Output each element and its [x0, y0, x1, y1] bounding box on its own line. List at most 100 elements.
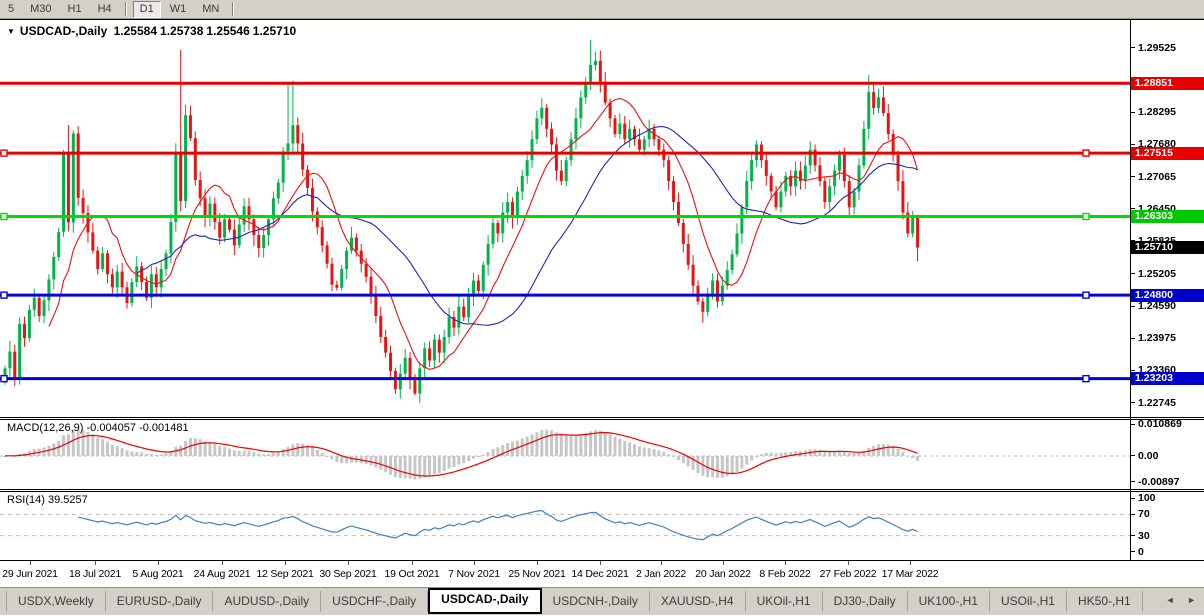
timeframe-button-d1[interactable]: D1	[132, 0, 161, 18]
rsi-value: 39.5257	[47, 494, 88, 506]
scale-tick: 0.010869	[1131, 418, 1204, 430]
macd-pane-top-border[interactable]	[0, 419, 1204, 420]
symbol-dropdown-icon[interactable]: ▼	[7, 27, 15, 36]
toolbar-separator	[124, 2, 127, 16]
line-drag-handle[interactable]	[1082, 212, 1090, 221]
macd-scale[interactable]: 0.010869 0.00 -0.00897	[1131, 418, 1204, 489]
symbol-tab-usdx-weekly[interactable]: USDX,Weekly	[6, 591, 106, 612]
symbol-tab-xauusd-h4[interactable]: XAUUSD-,H4	[650, 591, 746, 612]
symbol-tab-hk50-h1[interactable]: HK50-,H1	[1067, 591, 1143, 612]
date-label: 19 Oct 2021	[384, 568, 440, 580]
timeframe-button-m30[interactable]: M30	[30, 2, 52, 15]
time-tick	[910, 561, 911, 565]
time-scale[interactable]: 29 Jun 2021 18 Jul 2021 5 Aug 2021 24 Aug 2…	[0, 561, 1204, 587]
rsi-indicator-label: RSI(14) 39.5257	[7, 494, 88, 506]
rsi-scale[interactable]: 100 70 30 0	[1131, 492, 1204, 560]
rsi-pane-top-border[interactable]	[0, 491, 1204, 492]
line-drag-handle[interactable]	[0, 149, 8, 157]
date-label: 30 Sep 2021	[319, 568, 377, 580]
ohlc-open: 1.25584	[113, 24, 158, 38]
price-scale-border	[1130, 19, 1131, 560]
scale-tick: -0.00897	[1131, 476, 1204, 488]
tabs-scroll-left-icon[interactable]: ◄	[1165, 595, 1175, 605]
symbol-tab-usdcnh-daily[interactable]: USDCNH-,Daily	[542, 591, 650, 612]
line-drag-handle[interactable]	[0, 291, 8, 299]
date-label: 12 Sep 2021	[256, 568, 314, 580]
timeframe-button-h1[interactable]: H1	[67, 2, 82, 15]
timeframe-button-h4[interactable]: H4	[97, 2, 112, 15]
time-tick	[95, 561, 96, 565]
symbol-tab-dj30-daily[interactable]: DJ30-,Daily	[823, 591, 908, 612]
line-drag-handle[interactable]	[0, 374, 8, 383]
chart-symbol-period: USDCAD-,Daily	[19, 24, 108, 38]
symbol-tab-uk100-h1[interactable]: UK100-,H1	[908, 591, 990, 612]
price-badge-1.26303: 1.26303	[1131, 210, 1204, 223]
rsi-pane[interactable]	[0, 492, 1130, 560]
macd-signal-value: -0.001481	[139, 422, 189, 434]
macd-pane[interactable]	[0, 420, 1130, 489]
horizontal-line-1.27515[interactable]	[0, 149, 1130, 157]
rsi-line	[78, 509, 918, 541]
date-label: 18 Jul 2021	[68, 568, 122, 580]
line-drag-handle[interactable]	[1082, 374, 1090, 383]
scale-tick: 0.00	[1131, 450, 1204, 462]
rsi-pane-bottom-border	[0, 560, 1204, 561]
symbol-tab-eurusd-daily[interactable]: EURUSD-,Daily	[106, 591, 214, 612]
timeframe-button-w1[interactable]: W1	[169, 2, 187, 15]
date-label: 27 Feb 2022	[819, 568, 877, 580]
scale-tick: 1.24590	[1131, 300, 1204, 312]
date-label: 24 Aug 2021	[193, 568, 251, 580]
horizontal-line-1.24800[interactable]	[0, 291, 1130, 299]
price-chart-pane[interactable]	[0, 20, 1130, 417]
scale-tick: 70	[1131, 508, 1204, 520]
price-scale[interactable]: 1.295251.282951.276801.270651.264501.258…	[1131, 20, 1204, 417]
scale-tick: 1.27065	[1131, 171, 1204, 183]
ohlc-close: 1.25710	[252, 24, 297, 38]
timeframe-button-mn[interactable]: MN	[202, 2, 220, 15]
ohlc-high: 1.25738	[160, 24, 204, 38]
scale-tick: 1.25205	[1131, 268, 1204, 280]
macd-main-value: -0.004057	[86, 422, 137, 434]
line-drag-handle[interactable]	[1082, 149, 1090, 157]
symbol-tab-usdcad-daily[interactable]: USDCAD-,Daily	[428, 588, 542, 614]
date-label: 7 Nov 2021	[448, 568, 500, 580]
symbol-tab-ukoil-h1[interactable]: UKOil-,H1	[746, 591, 823, 612]
date-label: 5 Aug 2021	[132, 568, 184, 580]
symbol-tab-bar: USDX,Weekly EURUSD-,Daily AUDUSD-,Daily USD…	[0, 587, 1204, 615]
timeframe-button-5[interactable]: 5	[8, 2, 15, 15]
time-tick	[537, 561, 538, 565]
tabs-scroll-right-icon[interactable]: ►	[1187, 595, 1196, 605]
symbol-tab-audusd-daily[interactable]: AUDUSD-,Daily	[213, 591, 322, 612]
ma-fast-line	[48, 97, 919, 370]
price-badge-1.23203: 1.23203	[1131, 372, 1204, 386]
date-label: 2 Jan 2022	[636, 568, 686, 580]
line-drag-handle[interactable]	[1082, 291, 1090, 299]
horizontal-line-1.23203[interactable]	[0, 374, 1130, 383]
time-tick	[285, 561, 286, 565]
price-pane-bottom-border	[0, 417, 1204, 418]
current-price-badge: 1.25710	[1131, 241, 1204, 255]
macd-indicator-label: MACD(12,26,9) -0.004057 -0.001481	[7, 422, 189, 434]
symbol-tab-usdchf-daily[interactable]: USDCHF-,Daily	[321, 591, 429, 612]
macd-signal-line	[4, 431, 918, 477]
scale-tick: 1.29525	[1131, 42, 1204, 54]
price-badge-1.27515: 1.27515	[1131, 146, 1204, 160]
time-tick	[661, 561, 662, 565]
date-label: 14 Dec 2021	[571, 568, 629, 580]
horizontal-line-1.26303[interactable]	[0, 212, 1130, 221]
time-tick	[785, 561, 786, 565]
scale-tick: 1.23975	[1131, 332, 1204, 344]
line-drag-handle[interactable]	[0, 212, 8, 221]
time-tick	[30, 561, 31, 565]
symbol-tab-usoil-h1[interactable]: USOil-,H1	[990, 591, 1067, 612]
chart-title: ▼ USDCAD-,Daily 1.25584 1.25738 1.25546 1.25…	[7, 24, 299, 38]
time-tick	[848, 561, 849, 565]
time-tick	[600, 561, 601, 565]
macd-histogram	[3, 429, 920, 480]
ohlc-low: 1.25546	[206, 24, 250, 38]
date-label: 8 Feb 2022	[759, 568, 811, 580]
date-label: 25 Nov 2021	[508, 568, 566, 580]
date-label: 29 Jun 2021	[2, 568, 58, 580]
time-tick	[158, 561, 159, 565]
date-label: 20 Jan 2022	[695, 568, 751, 580]
